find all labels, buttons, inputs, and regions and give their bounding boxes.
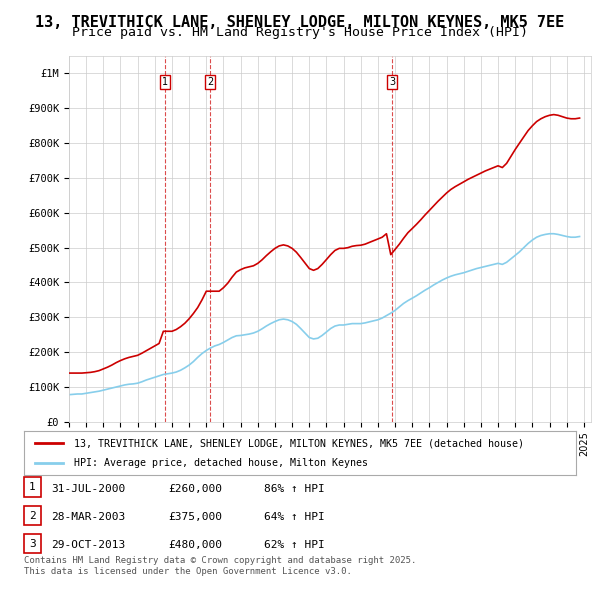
Text: 86% ↑ HPI: 86% ↑ HPI	[264, 484, 325, 493]
Text: 64% ↑ HPI: 64% ↑ HPI	[264, 512, 325, 522]
Text: 1: 1	[29, 483, 36, 492]
Text: 31-JUL-2000: 31-JUL-2000	[51, 484, 125, 493]
Text: Price paid vs. HM Land Registry's House Price Index (HPI): Price paid vs. HM Land Registry's House …	[72, 26, 528, 39]
Text: 3: 3	[29, 539, 36, 549]
Text: 2: 2	[29, 511, 36, 520]
Text: Contains HM Land Registry data © Crown copyright and database right 2025.
This d: Contains HM Land Registry data © Crown c…	[24, 556, 416, 576]
Text: £375,000: £375,000	[168, 512, 222, 522]
Text: 1: 1	[162, 77, 168, 87]
Text: £480,000: £480,000	[168, 540, 222, 550]
Text: 2: 2	[207, 77, 214, 87]
Text: 13, TREVITHICK LANE, SHENLEY LODGE, MILTON KEYNES, MK5 7EE: 13, TREVITHICK LANE, SHENLEY LODGE, MILT…	[35, 15, 565, 30]
Text: £260,000: £260,000	[168, 484, 222, 493]
Text: 28-MAR-2003: 28-MAR-2003	[51, 512, 125, 522]
Text: HPI: Average price, detached house, Milton Keynes: HPI: Average price, detached house, Milt…	[74, 458, 368, 467]
Text: 3: 3	[389, 77, 395, 87]
Text: 62% ↑ HPI: 62% ↑ HPI	[264, 540, 325, 550]
Text: 29-OCT-2013: 29-OCT-2013	[51, 540, 125, 550]
Text: 13, TREVITHICK LANE, SHENLEY LODGE, MILTON KEYNES, MK5 7EE (detached house): 13, TREVITHICK LANE, SHENLEY LODGE, MILT…	[74, 438, 524, 448]
